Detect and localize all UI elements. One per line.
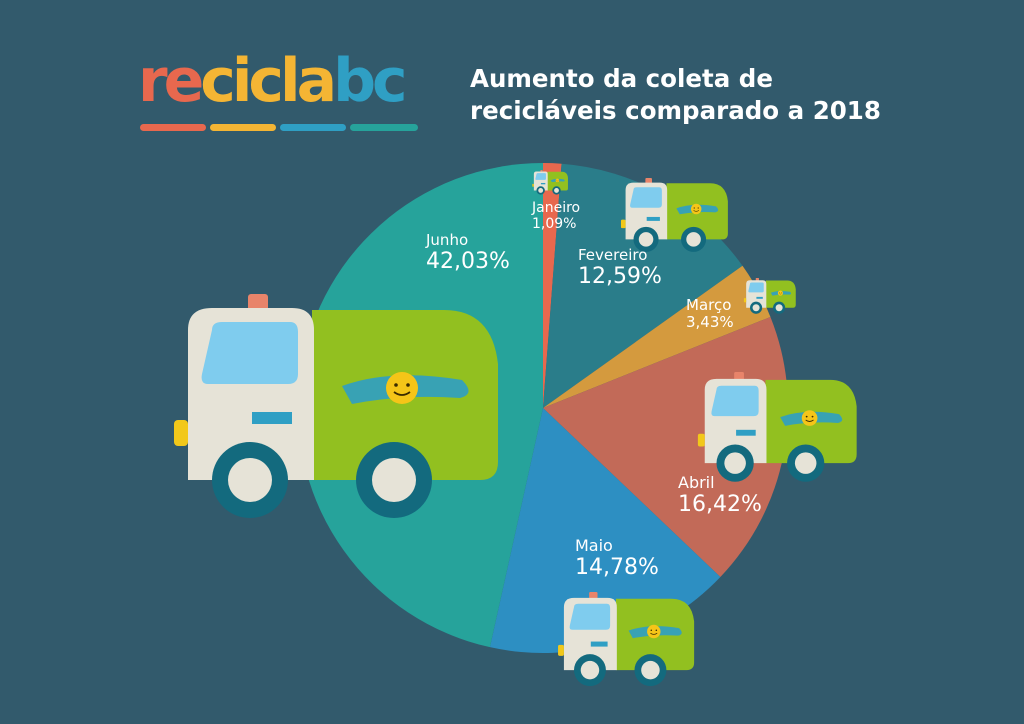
label-value-fevereiro: 12,59% — [578, 264, 662, 290]
label-marco: Março 3,43% — [686, 296, 734, 332]
pie-slice-marco — [543, 265, 771, 408]
pie-slice-janeiro — [543, 163, 562, 408]
label-value-abril: 16,42% — [678, 492, 762, 518]
label-maio: Maio 14,78% — [575, 536, 659, 581]
reciclabc-logo: reciclabc — [136, 46, 426, 134]
logo-bar-teal — [350, 124, 418, 131]
label-name-janeiro: Janeiro — [532, 200, 581, 216]
title-line-1: Aumento da coleta de — [470, 64, 773, 93]
logo-bar-yellow — [210, 124, 276, 131]
label-value-marco: 3,43% — [686, 313, 734, 332]
label-name-marco: Março — [686, 296, 732, 314]
title-line-2: recicláveis comparado a 2018 — [470, 96, 881, 125]
truck-large — [174, 294, 498, 518]
truck-janeiro — [532, 170, 568, 195]
label-value-janeiro: 1,09% — [532, 216, 577, 233]
label-janeiro: Janeiro 1,09% — [532, 200, 580, 232]
chart-title: Aumento da coleta de recicláveis compara… — [470, 63, 900, 127]
label-fevereiro: Fevereiro 12,59% — [578, 246, 662, 290]
label-name-junho: Junho — [426, 231, 469, 249]
label-name-fevereiro: Fevereiro — [578, 246, 648, 264]
pie-slice-maio — [489, 408, 721, 653]
truck-marco — [743, 278, 796, 314]
logo-wordmark: reciclabc — [138, 46, 408, 116]
label-name-maio: Maio — [575, 536, 613, 555]
label-name-abril: Abril — [678, 473, 715, 492]
label-junho: Junho 42,03% — [426, 231, 510, 275]
label-abril: Abril 16,42% — [678, 473, 762, 518]
truck-fevereiro — [620, 178, 728, 252]
truck-maio — [558, 592, 695, 687]
logo-bar-blue — [280, 124, 346, 131]
logo-bar-red — [140, 124, 206, 131]
label-value-junho: 42,03% — [426, 249, 510, 275]
label-value-maio: 14,78% — [575, 555, 659, 581]
truck-abril — [697, 372, 857, 482]
